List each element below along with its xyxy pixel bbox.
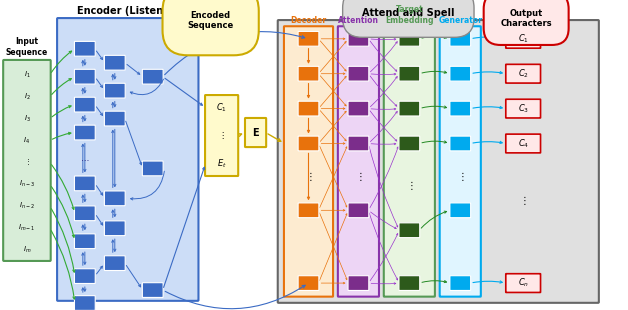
FancyBboxPatch shape — [75, 125, 95, 140]
Text: $\vdots$: $\vdots$ — [355, 170, 362, 183]
FancyBboxPatch shape — [104, 111, 125, 126]
Text: $C_n$: $C_n$ — [517, 277, 529, 289]
Text: Target
Embedding: Target Embedding — [385, 6, 433, 25]
FancyBboxPatch shape — [348, 136, 369, 151]
Text: Output
Characters: Output Characters — [501, 9, 552, 28]
Text: Input
Sequence: Input Sequence — [6, 37, 48, 57]
Text: $\vdots$: $\vdots$ — [305, 170, 312, 183]
Text: $\cdots$: $\cdots$ — [80, 154, 90, 163]
FancyBboxPatch shape — [75, 269, 95, 283]
FancyBboxPatch shape — [348, 203, 369, 218]
FancyBboxPatch shape — [75, 42, 95, 56]
Text: Encoded
Sequence: Encoded Sequence — [188, 11, 234, 30]
Text: $E_t$: $E_t$ — [217, 157, 227, 170]
Text: Encoder (Listener): Encoder (Listener) — [77, 6, 179, 16]
FancyBboxPatch shape — [298, 276, 319, 290]
FancyBboxPatch shape — [348, 31, 369, 46]
FancyBboxPatch shape — [399, 101, 420, 116]
FancyBboxPatch shape — [399, 223, 420, 238]
FancyBboxPatch shape — [440, 26, 481, 297]
FancyBboxPatch shape — [143, 161, 163, 176]
Text: $I_m$: $I_m$ — [23, 245, 31, 255]
FancyBboxPatch shape — [450, 136, 470, 151]
FancyBboxPatch shape — [104, 256, 125, 271]
FancyBboxPatch shape — [75, 97, 95, 112]
FancyBboxPatch shape — [75, 234, 95, 249]
FancyBboxPatch shape — [506, 274, 541, 292]
FancyBboxPatch shape — [298, 101, 319, 116]
FancyBboxPatch shape — [104, 83, 125, 98]
FancyBboxPatch shape — [75, 176, 95, 191]
Text: Generator: Generator — [438, 16, 482, 25]
Text: $C_1$: $C_1$ — [517, 33, 529, 45]
Text: $\vdots$: $\vdots$ — [406, 179, 413, 192]
FancyBboxPatch shape — [278, 20, 599, 303]
FancyBboxPatch shape — [75, 296, 95, 310]
FancyBboxPatch shape — [298, 136, 319, 151]
FancyBboxPatch shape — [298, 66, 319, 81]
Text: $I_2$: $I_2$ — [24, 91, 30, 102]
FancyBboxPatch shape — [506, 134, 541, 153]
Text: $\vdots$: $\vdots$ — [519, 194, 527, 207]
FancyBboxPatch shape — [57, 18, 198, 301]
FancyBboxPatch shape — [450, 31, 470, 46]
FancyBboxPatch shape — [450, 66, 470, 81]
FancyBboxPatch shape — [506, 29, 541, 48]
Text: $C_2$: $C_2$ — [517, 68, 529, 80]
FancyBboxPatch shape — [298, 203, 319, 218]
Text: $I_{n-3}$: $I_{n-3}$ — [19, 179, 35, 189]
FancyBboxPatch shape — [284, 26, 333, 297]
FancyBboxPatch shape — [298, 31, 319, 46]
Text: $\vdots$: $\vdots$ — [24, 157, 30, 167]
FancyBboxPatch shape — [338, 26, 379, 297]
FancyBboxPatch shape — [348, 276, 369, 290]
FancyBboxPatch shape — [348, 101, 369, 116]
Text: $I_{n-2}$: $I_{n-2}$ — [19, 201, 35, 211]
FancyBboxPatch shape — [399, 276, 420, 290]
FancyBboxPatch shape — [104, 191, 125, 206]
FancyBboxPatch shape — [143, 283, 163, 297]
Text: $C_4$: $C_4$ — [517, 137, 529, 150]
FancyBboxPatch shape — [143, 69, 163, 84]
Text: $\vdots$: $\vdots$ — [219, 130, 225, 141]
FancyBboxPatch shape — [75, 69, 95, 84]
FancyBboxPatch shape — [399, 31, 420, 46]
FancyBboxPatch shape — [205, 95, 238, 176]
Text: $I_3$: $I_3$ — [23, 113, 30, 124]
FancyBboxPatch shape — [348, 66, 369, 81]
FancyBboxPatch shape — [506, 64, 541, 83]
FancyBboxPatch shape — [384, 26, 435, 297]
Text: E: E — [252, 127, 259, 138]
Text: $\vdots$: $\vdots$ — [457, 170, 464, 183]
Text: Attention: Attention — [338, 16, 379, 25]
Text: $I_4$: $I_4$ — [23, 135, 30, 146]
FancyBboxPatch shape — [450, 101, 470, 116]
FancyBboxPatch shape — [399, 136, 420, 151]
Text: $C_3$: $C_3$ — [517, 102, 529, 115]
Text: $C_1$: $C_1$ — [216, 101, 227, 114]
FancyBboxPatch shape — [399, 66, 420, 81]
Text: Decoder: Decoder — [290, 16, 327, 25]
FancyBboxPatch shape — [450, 203, 470, 218]
FancyBboxPatch shape — [75, 206, 95, 221]
FancyBboxPatch shape — [104, 221, 125, 236]
Text: $I_1$: $I_1$ — [24, 70, 30, 80]
Text: Attend and Spell: Attend and Spell — [362, 8, 455, 18]
FancyBboxPatch shape — [3, 60, 51, 261]
Text: $I_{m-1}$: $I_{m-1}$ — [18, 223, 36, 233]
FancyBboxPatch shape — [104, 55, 125, 70]
FancyBboxPatch shape — [450, 276, 470, 290]
FancyBboxPatch shape — [245, 118, 266, 147]
FancyBboxPatch shape — [506, 99, 541, 118]
